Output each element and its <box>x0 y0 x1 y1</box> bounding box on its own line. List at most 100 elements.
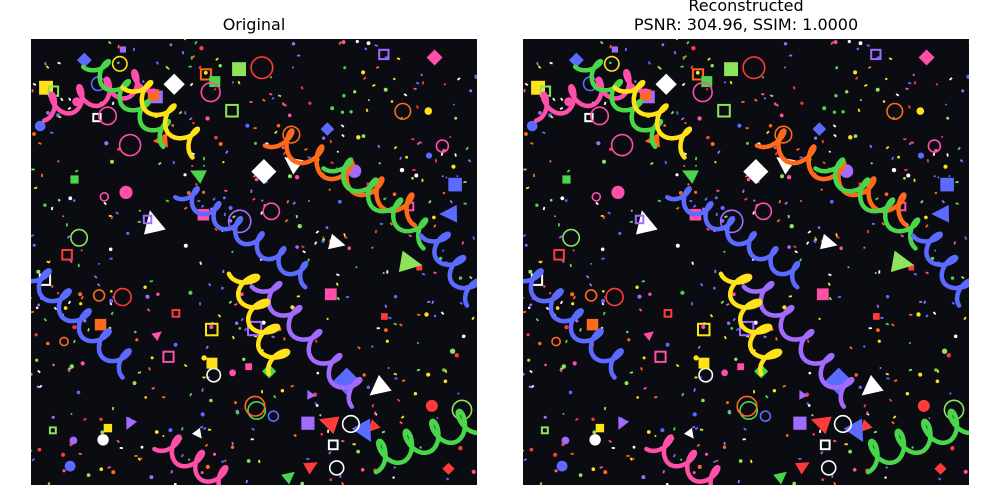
confetti-diamond <box>568 52 584 68</box>
confetti-fleck <box>459 301 464 306</box>
confetti-dot <box>935 379 940 384</box>
confetti-fleck <box>683 152 687 156</box>
confetti-dot <box>414 173 419 178</box>
confetti-fleck <box>873 430 878 434</box>
confetti-fleck <box>274 130 278 135</box>
confetti-dot <box>413 392 418 396</box>
confetti-fleck <box>83 417 87 421</box>
confetti-fleck <box>306 258 311 262</box>
confetti-dot <box>326 317 329 320</box>
confetti-fleck <box>388 316 392 320</box>
confetti-fleck <box>707 57 711 61</box>
confetti-dot <box>35 306 39 310</box>
confetti-fleck <box>699 282 704 287</box>
confetti-fleck <box>149 280 154 283</box>
confetti-dot <box>727 321 731 325</box>
confetti-fleck <box>907 105 911 109</box>
confetti-streamer <box>418 231 477 308</box>
confetti-circle <box>561 436 570 445</box>
confetti-ring <box>244 395 266 417</box>
confetti-dot <box>57 198 61 202</box>
confetti-triangle <box>820 233 838 250</box>
confetti-fleck <box>339 474 342 478</box>
confetti-square <box>908 264 915 271</box>
confetti-dot <box>786 175 792 180</box>
confetti-triangle <box>281 471 295 485</box>
confetti-fleck <box>523 168 527 171</box>
confetti-fleck <box>909 313 913 316</box>
confetti-fleck <box>704 197 708 201</box>
confetti-fleck <box>693 388 696 392</box>
confetti-fleck <box>523 310 527 314</box>
confetti-dot <box>738 459 743 463</box>
confetti-dot <box>183 39 186 41</box>
confetti-dot <box>935 83 938 86</box>
confetti-dot <box>205 464 210 469</box>
confetti-fleck <box>157 161 162 166</box>
confetti-fleck <box>258 459 261 464</box>
confetti-fleck <box>250 438 254 441</box>
confetti-fleck <box>202 156 206 161</box>
confetti-dot <box>454 116 458 120</box>
confetti-fleck <box>394 377 398 380</box>
confetti-dot <box>32 243 36 247</box>
confetti-ring <box>736 395 758 417</box>
confetti-dot <box>70 413 73 415</box>
confetti-dot <box>140 457 143 460</box>
confetti-square-outline <box>634 214 645 225</box>
confetti-fleck <box>232 215 236 219</box>
confetti-square <box>94 318 107 331</box>
confetti-fleck <box>31 448 33 452</box>
confetti-dot <box>461 334 466 339</box>
confetti-dot <box>441 175 444 178</box>
confetti-dot <box>848 449 852 454</box>
confetti-dot <box>235 411 240 415</box>
confetti-dot <box>51 415 55 419</box>
confetti-dot <box>879 367 882 369</box>
confetti-fleck <box>338 41 342 45</box>
confetti-fleck <box>694 376 698 379</box>
confetti-fleck <box>134 455 138 457</box>
confetti-fleck <box>807 230 812 234</box>
confetti-image <box>523 39 969 485</box>
confetti-circle <box>526 120 538 132</box>
confetti-fleck <box>411 138 415 141</box>
confetti-dot <box>783 66 786 69</box>
confetti-fleck <box>946 153 949 157</box>
confetti-ring <box>754 202 773 221</box>
confetti-dot <box>821 478 825 482</box>
confetti-dot <box>938 477 941 481</box>
confetti-dot <box>343 66 347 70</box>
confetti-dot <box>63 306 68 310</box>
confetti-fleck <box>249 100 253 104</box>
confetti-fleck <box>913 272 918 276</box>
confetti-dot <box>445 176 448 179</box>
confetti-fleck <box>812 240 817 244</box>
confetti-fleck <box>260 211 264 215</box>
confetti-streamer <box>226 271 291 377</box>
confetti-dot <box>925 314 929 318</box>
confetti-fleck <box>399 323 403 327</box>
confetti-fleck <box>821 139 825 144</box>
confetti-dot <box>602 290 605 293</box>
confetti-fleck <box>681 82 686 87</box>
confetti-fleck <box>115 211 119 215</box>
confetti-fleck <box>111 101 115 106</box>
confetti-fleck <box>535 318 540 322</box>
confetti-ring <box>113 287 132 307</box>
confetti-dot <box>635 285 639 289</box>
confetti-dot <box>687 183 690 186</box>
confetti-dot <box>691 46 696 51</box>
confetti-fleck <box>729 80 733 85</box>
confetti-dot <box>126 231 130 235</box>
confetti-fleck <box>183 363 188 368</box>
confetti-dot <box>538 111 542 115</box>
confetti-fleck <box>341 439 345 443</box>
confetti-dot <box>195 183 198 186</box>
confetti-dot <box>37 447 42 452</box>
confetti-dot <box>568 390 573 395</box>
confetti-fleck <box>523 89 526 93</box>
confetti-ring <box>247 400 267 420</box>
confetti-dot <box>173 483 177 485</box>
confetti-square <box>206 357 218 369</box>
